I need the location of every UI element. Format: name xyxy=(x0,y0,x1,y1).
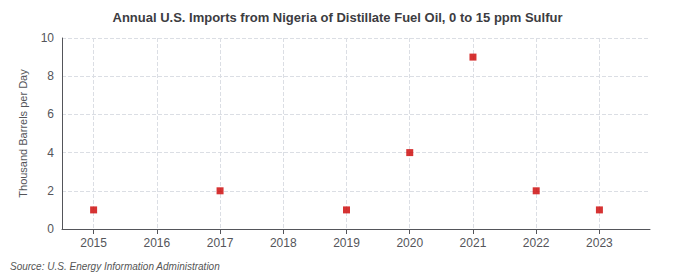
svg-text:Thousand Barrels per Day: Thousand Barrels per Day xyxy=(17,69,29,198)
svg-text:0: 0 xyxy=(47,222,54,236)
svg-text:6: 6 xyxy=(47,107,54,121)
svg-text:2023: 2023 xyxy=(586,236,613,250)
svg-text:2021: 2021 xyxy=(460,236,487,250)
svg-text:2017: 2017 xyxy=(207,236,234,250)
svg-text:2016: 2016 xyxy=(143,236,170,250)
svg-text:2018: 2018 xyxy=(270,236,297,250)
svg-text:4: 4 xyxy=(47,146,54,160)
svg-text:2019: 2019 xyxy=(333,236,360,250)
svg-text:10: 10 xyxy=(41,31,55,45)
svg-text:2: 2 xyxy=(47,184,54,198)
svg-text:Source: U.S. Energy Informatio: Source: U.S. Energy Information Administ… xyxy=(10,261,220,272)
svg-text:2022: 2022 xyxy=(523,236,550,250)
svg-text:Annual U.S. Imports from Niger: Annual U.S. Imports from Nigeria of Dist… xyxy=(113,10,563,25)
svg-text:2015: 2015 xyxy=(80,236,107,250)
svg-text:8: 8 xyxy=(47,69,54,83)
svg-text:2020: 2020 xyxy=(396,236,423,250)
